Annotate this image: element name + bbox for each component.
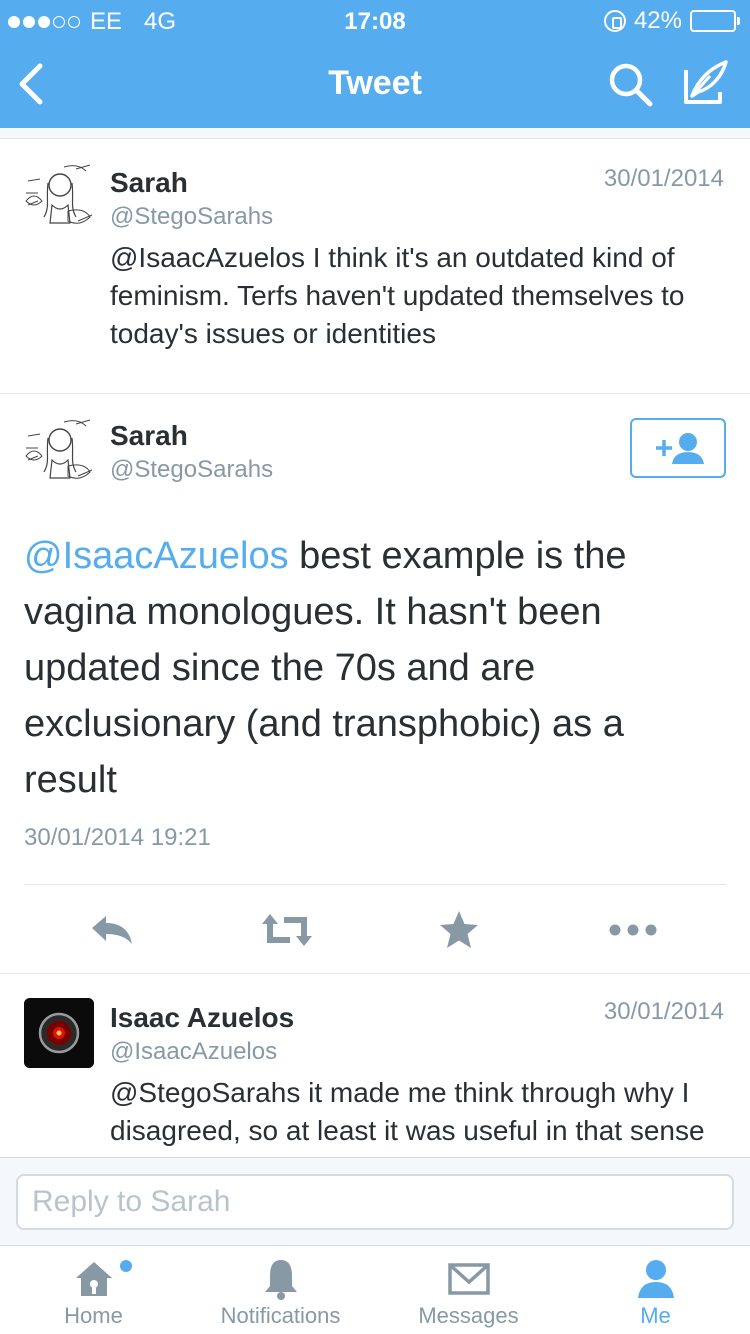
tweet-text: @IsaacAzuelos I think it's an outdated k… bbox=[110, 242, 685, 349]
new-tweets-indicator bbox=[120, 1260, 132, 1272]
conversation-tweet[interactable]: Isaac Azuelos @IsaacAzuelos 30/01/2014 @… bbox=[0, 974, 750, 1164]
author-handle[interactable]: @IsaacAzuelos bbox=[110, 1038, 278, 1065]
sketch-avatar-icon bbox=[24, 161, 94, 231]
tab-notifications[interactable]: Notifications bbox=[187, 1246, 374, 1334]
tweet-timestamp: 30/01/2014 19:21 bbox=[24, 824, 211, 851]
avatar[interactable] bbox=[24, 998, 94, 1068]
hal-eye-avatar-icon bbox=[24, 998, 94, 1068]
author-name[interactable]: Sarah bbox=[110, 167, 188, 198]
chevron-left-icon bbox=[19, 63, 43, 105]
rotation-lock-icon bbox=[603, 10, 626, 32]
compose-quill-icon bbox=[684, 60, 728, 104]
search-button[interactable] bbox=[606, 60, 654, 108]
reply-input[interactable] bbox=[16, 1174, 734, 1230]
more-button[interactable] bbox=[606, 908, 657, 952]
battery-percent: 42% bbox=[633, 7, 682, 34]
tweet-actions bbox=[0, 894, 750, 966]
more-dots-icon bbox=[609, 924, 657, 936]
reply-icon bbox=[92, 916, 132, 944]
avatar[interactable] bbox=[24, 161, 94, 231]
tweet-date: 30/01/2014 bbox=[603, 998, 724, 1025]
tab-label: Messages bbox=[418, 1303, 519, 1328]
tab-label: Notifications bbox=[220, 1303, 341, 1328]
app-header: EE 4G 17:08 42% Tweet bbox=[0, 0, 750, 128]
back-button[interactable] bbox=[14, 60, 54, 108]
compose-tweet-button[interactable] bbox=[680, 58, 730, 108]
search-icon bbox=[609, 63, 653, 107]
tab-label: Me bbox=[640, 1303, 671, 1328]
tweet-text: best example is the vagina monologues. I… bbox=[24, 535, 627, 801]
carrier-name: EE bbox=[90, 8, 123, 35]
retweet-button[interactable] bbox=[260, 908, 312, 952]
favorite-button[interactable] bbox=[436, 908, 486, 952]
tab-me[interactable]: Me bbox=[562, 1246, 749, 1334]
tab-bar: Home Notifications Messages Me bbox=[0, 1245, 750, 1334]
mention-link[interactable]: @IsaacAzuelos bbox=[24, 535, 289, 577]
battery-icon bbox=[690, 10, 740, 32]
home-icon bbox=[75, 1262, 112, 1296]
sketch-avatar-icon bbox=[24, 416, 94, 486]
focused-tweet: Sarah @StegoSarahs @IsaacAzuelos best ex… bbox=[0, 394, 750, 974]
retweet-icon bbox=[262, 914, 312, 946]
tweet-date: 30/01/2014 bbox=[603, 165, 724, 192]
network-type: 4G bbox=[144, 8, 177, 35]
page-title: Tweet bbox=[328, 64, 422, 102]
tab-label: Home bbox=[64, 1303, 123, 1328]
author-name[interactable]: Sarah bbox=[110, 420, 188, 451]
status-time: 17:08 bbox=[344, 8, 406, 35]
person-icon bbox=[637, 1260, 674, 1298]
tab-messages[interactable]: Messages bbox=[375, 1246, 562, 1334]
follow-button[interactable] bbox=[630, 418, 726, 478]
tweet-text: @StegoSarahs it made me think through wh… bbox=[110, 1077, 705, 1146]
divider bbox=[24, 884, 726, 885]
envelope-icon bbox=[447, 1263, 490, 1295]
status-bar: EE 4G 17:08 42% bbox=[0, 0, 750, 40]
bell-icon bbox=[264, 1260, 297, 1300]
author-name[interactable]: Isaac Azuelos bbox=[110, 1002, 295, 1033]
conversation-tweet[interactable]: Sarah @StegoSarahs 30/01/2014 @IsaacAzue… bbox=[0, 138, 750, 394]
add-user-icon bbox=[656, 433, 704, 464]
author-handle[interactable]: @StegoSarahs bbox=[110, 203, 274, 230]
avatar[interactable] bbox=[24, 416, 94, 486]
tweet-body: @IsaacAzuelos best example is the vagina… bbox=[24, 528, 724, 808]
tab-home[interactable]: Home bbox=[0, 1246, 187, 1334]
reply-button[interactable] bbox=[88, 908, 138, 952]
star-icon bbox=[440, 911, 478, 948]
reply-bar bbox=[0, 1157, 750, 1245]
author-handle[interactable]: @StegoSarahs bbox=[110, 456, 274, 483]
signal-strength-icon bbox=[8, 16, 80, 28]
